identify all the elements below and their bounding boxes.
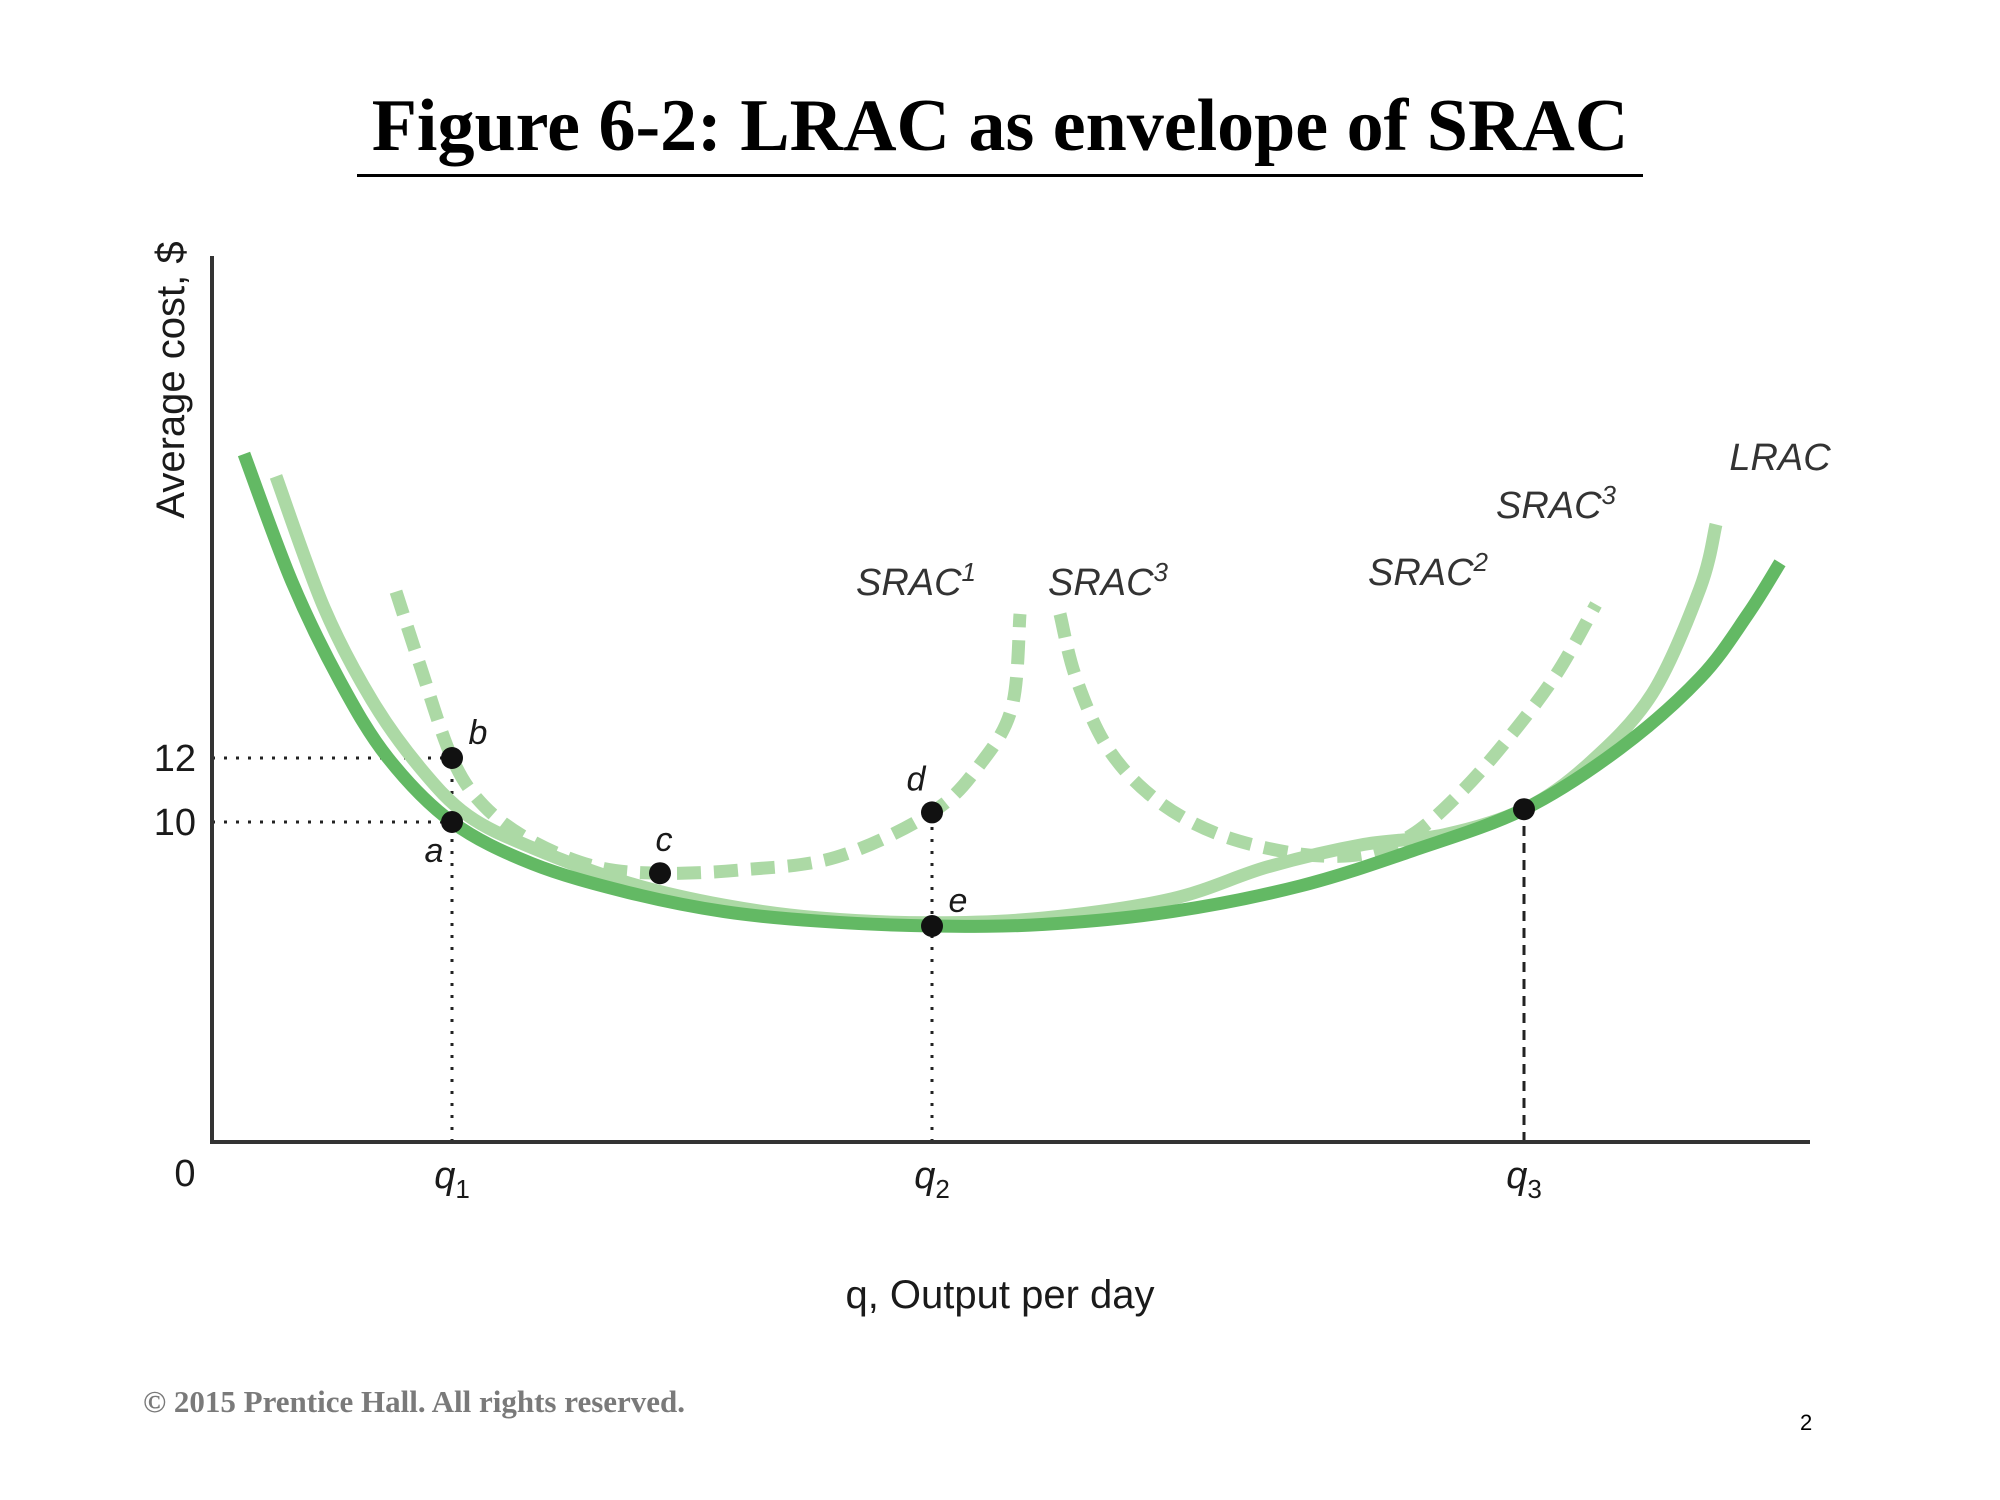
- cost-points: [441, 747, 1535, 937]
- slide-title: Figure 6-2: LRAC as envelope of SRAC: [357, 78, 1643, 177]
- y-tick-label-10: 10: [154, 802, 196, 844]
- series-label-1: SRAC1: [856, 557, 976, 604]
- curve-srac-1-1: [389, 589, 1027, 880]
- x-tick-label-q1: q1: [434, 1155, 470, 1204]
- x-tick-label-q3: q3: [1506, 1155, 1542, 1204]
- y-axis-title: Average cost, $: [149, 241, 193, 518]
- origin-label: 0: [174, 1153, 195, 1195]
- y-tick-label-12: 12: [154, 738, 196, 780]
- point-label-e: e: [949, 882, 968, 920]
- point-b: [441, 747, 463, 769]
- series-label-3: SRAC2: [1368, 547, 1489, 594]
- series-label-0: LRAC: [1729, 437, 1831, 479]
- guide-lines: [212, 756, 1526, 1142]
- point-a: [441, 811, 463, 833]
- x-axis-title: q, Output per day: [845, 1273, 1154, 1317]
- point-label-a: a: [425, 832, 444, 870]
- copyright-notice: © 2015 Prentice Hall. All rights reserve…: [143, 1384, 686, 1419]
- point-c: [649, 862, 671, 885]
- x-tick-label-q2: q2: [914, 1155, 950, 1204]
- chart-labels: 0 q, Output per day Average cost, $ LRAC…: [149, 241, 1831, 1317]
- axes: [210, 256, 1810, 1144]
- point-q3-intersection: [1513, 798, 1535, 821]
- curve-srac-2-3: [1053, 601, 1602, 863]
- point-d: [921, 801, 943, 824]
- point-label-c: c: [656, 821, 673, 859]
- page-number: 2: [1800, 1410, 1813, 1435]
- series-label-4: SRAC3: [1496, 480, 1617, 527]
- point-label-b: b: [469, 714, 488, 752]
- point-label-d: d: [907, 760, 927, 798]
- series-label-2: SRAC3: [1048, 557, 1169, 604]
- point-e: [921, 915, 943, 937]
- curve-srac-3-2: [269, 474, 1723, 930]
